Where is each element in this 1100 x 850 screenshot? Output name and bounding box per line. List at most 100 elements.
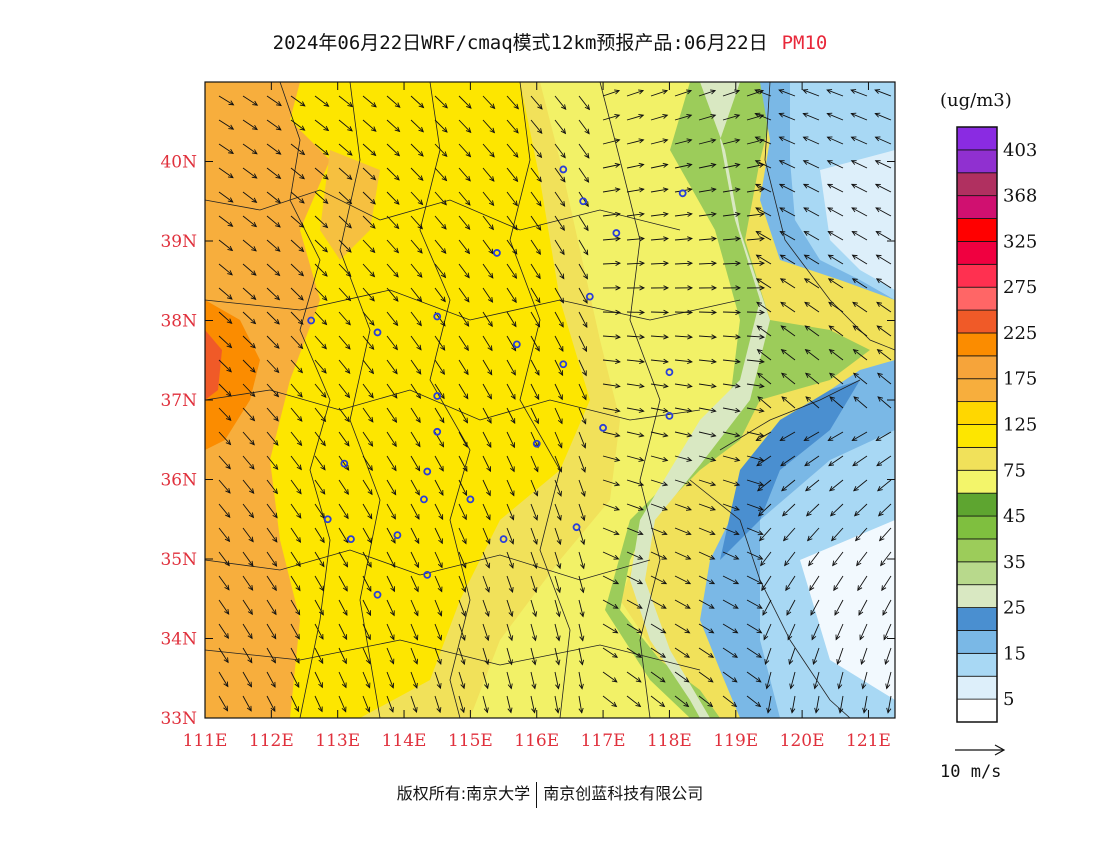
wind-arrow xyxy=(530,383,540,400)
wind-arrow xyxy=(578,95,590,110)
wind-arrow-head xyxy=(442,102,448,109)
wind-arrow-head xyxy=(710,383,717,389)
wind-arrow xyxy=(410,695,417,713)
wind-arrow xyxy=(674,527,691,535)
wind-arrow-head xyxy=(487,393,492,400)
wind-arrow-head xyxy=(394,102,401,108)
wind-arrow-head xyxy=(582,370,587,377)
wind-arrow-head xyxy=(513,103,520,110)
wind-arrow xyxy=(746,359,764,363)
colorbar-label: 35 xyxy=(1003,552,1026,573)
wind-arrow xyxy=(386,695,394,713)
wind-arrow xyxy=(290,191,305,204)
wind-arrow-head xyxy=(252,100,259,106)
wind-arrow-head xyxy=(489,127,496,134)
wind-arrow-head xyxy=(294,682,300,689)
wind-arrow-head xyxy=(851,278,858,284)
wind-arrow-head xyxy=(877,396,884,402)
wind-arrow-head xyxy=(322,174,329,180)
footer-separator xyxy=(536,781,538,808)
wind-arrow-head xyxy=(251,197,258,203)
wind-arrow xyxy=(650,311,669,313)
wind-arrow-head xyxy=(295,537,302,543)
wind-arrow xyxy=(482,551,490,568)
wind-arrow-head xyxy=(828,301,834,307)
wind-arrow-head xyxy=(635,677,642,683)
wind-arrow-head xyxy=(826,89,833,94)
wind-arrow xyxy=(338,263,352,277)
wind-arrow-head xyxy=(734,432,741,438)
wind-arrow-head xyxy=(659,677,666,683)
wind-arrow-head xyxy=(416,368,422,375)
wind-arrow xyxy=(530,311,540,327)
wind-arrow xyxy=(650,551,667,560)
wind-arrow-head xyxy=(511,321,517,328)
wind-arrow-head xyxy=(249,415,256,422)
wind-arrow xyxy=(506,695,512,713)
wind-arrow xyxy=(778,89,796,97)
wind-arrow-head xyxy=(512,224,518,231)
wind-arrow-head xyxy=(415,465,421,472)
wind-arrow xyxy=(506,359,516,376)
wind-arrow xyxy=(314,695,323,712)
wind-arrow xyxy=(362,335,375,350)
wind-arrow xyxy=(314,599,324,616)
wind-arrow xyxy=(314,479,326,495)
wind-arrow-head xyxy=(297,319,304,325)
wind-arrow-head xyxy=(808,560,814,567)
footer: 版权所有:南京大学 南京创蓝科技有限公司 xyxy=(0,780,1100,808)
wind-arrow xyxy=(828,325,844,337)
wind-arrow xyxy=(746,551,763,560)
wind-arrow-head xyxy=(439,417,445,424)
wind-arrow-head xyxy=(509,514,515,521)
wind-arrow-head xyxy=(223,705,229,712)
wind-arrow xyxy=(650,213,668,217)
wind-arrow-head xyxy=(708,652,715,658)
wind-arrow-head xyxy=(223,657,229,664)
wind-arrow xyxy=(578,311,588,328)
colorbar-swatch xyxy=(956,309,998,334)
wind-reference-arrow xyxy=(955,744,1006,756)
wind-arrow xyxy=(698,114,716,121)
colorbar-swatch xyxy=(956,607,998,631)
wind-arrow xyxy=(803,160,820,169)
wind-arrow-head xyxy=(487,321,493,328)
wind-arrow xyxy=(578,599,584,617)
wind-arrow xyxy=(578,455,586,473)
city-marker xyxy=(572,523,581,532)
wind-arrow xyxy=(554,455,562,472)
wind-arrow xyxy=(458,263,470,278)
wind-arrow-head xyxy=(711,309,718,315)
wind-arrow xyxy=(746,479,764,486)
wind-arrow-head xyxy=(417,223,424,230)
wind-arrow xyxy=(386,575,395,592)
wind-arrow xyxy=(626,503,644,511)
wind-arrow-head xyxy=(877,510,884,517)
wind-arrow xyxy=(458,527,467,544)
wind-arrow-head xyxy=(766,707,772,714)
wind-arrow xyxy=(530,167,542,182)
wind-arrow-head xyxy=(851,254,858,260)
wind-arrow-head xyxy=(758,89,765,95)
city-marker xyxy=(579,197,588,206)
wind-arrow xyxy=(266,95,282,106)
wind-arrow xyxy=(266,575,277,591)
wind-arrow-head xyxy=(319,561,325,568)
wind-arrow xyxy=(698,335,716,338)
wind-arrow-head xyxy=(322,271,328,277)
wind-arrow xyxy=(698,262,717,265)
wind-arrow xyxy=(218,575,230,591)
wind-arrow-head xyxy=(788,659,794,666)
wind-arrow-head xyxy=(756,349,763,355)
wind-arrow-head xyxy=(558,321,564,328)
wind-arrow xyxy=(650,90,668,97)
wind-arrow-head xyxy=(274,319,280,325)
wind-arrow xyxy=(626,114,644,121)
wind-arrow-head xyxy=(778,183,785,189)
wind-arrow-head xyxy=(578,707,584,714)
wind-arrow xyxy=(746,335,764,338)
wind-arrow-head xyxy=(733,505,740,511)
wind-arrow xyxy=(362,695,370,712)
colorbar-swatch xyxy=(956,652,998,677)
colorbar-label: 275 xyxy=(1003,277,1037,298)
